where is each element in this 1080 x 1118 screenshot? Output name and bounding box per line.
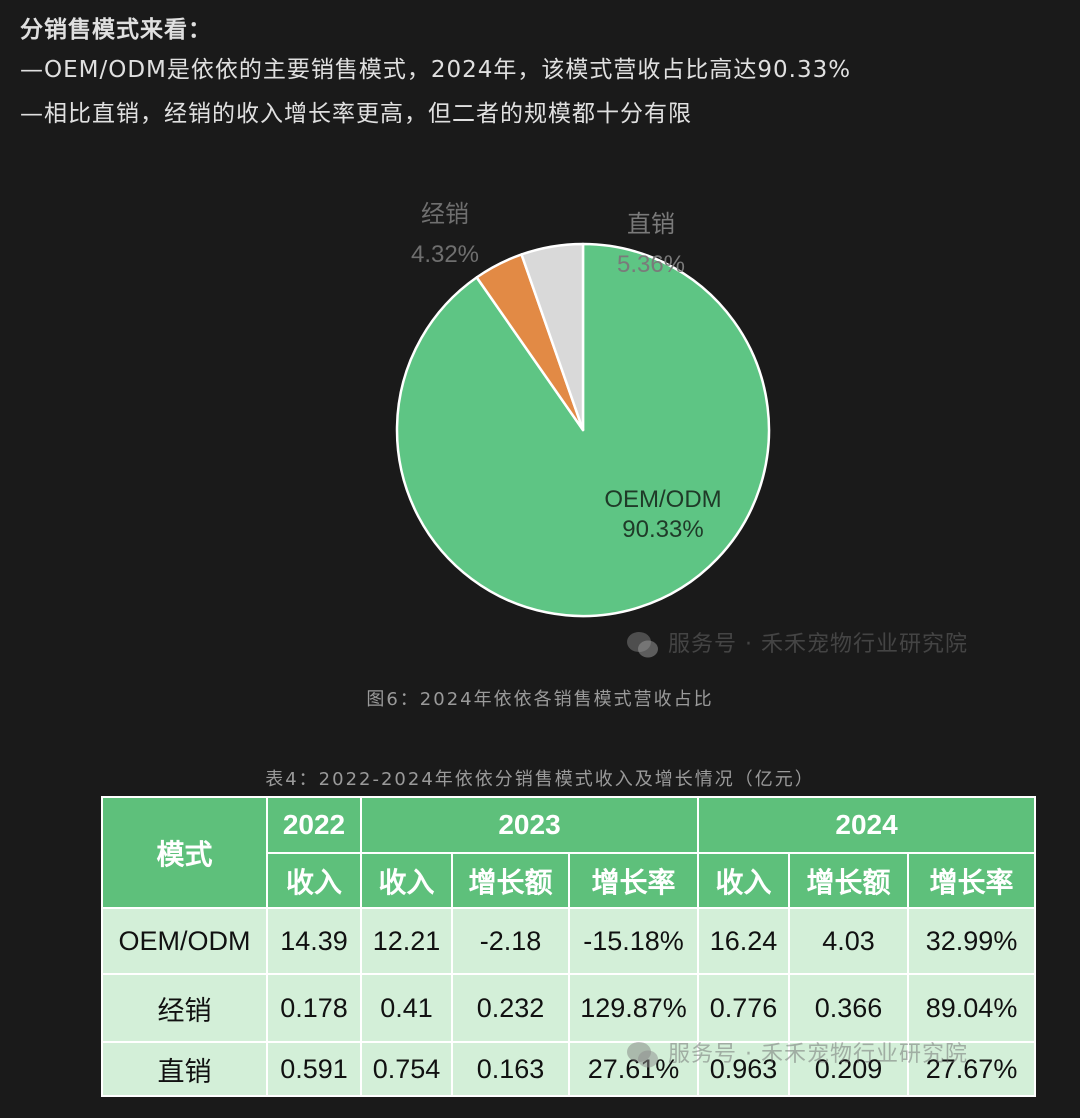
header-mode: 模式 — [101, 796, 268, 909]
row-mode: 经销 — [101, 973, 268, 1043]
table-cell: -15.18% — [567, 907, 700, 975]
wechat-icon — [627, 632, 658, 658]
subheader-cell: 增长额 — [451, 852, 570, 909]
table-subheader-row: 收入 收入 增长额 增长率 收入 增长额 增长率 — [102, 852, 1037, 909]
table-cell: 32.99% — [907, 907, 1037, 975]
table-cell: 0.178 — [266, 973, 362, 1043]
intro-line-1: —OEM/ODM是依依的主要销售模式，2024年，该模式营收占比高达90.33% — [20, 57, 852, 83]
figure-caption: 图6：2024年依依各销售模式营收占比 — [366, 689, 714, 710]
subheader-cell: 增长率 — [567, 852, 700, 909]
watermark-text: 服务号 · 禾禾宠物行业研究院 — [668, 632, 968, 657]
table-cell: 0.232 — [451, 973, 570, 1043]
watermark: 服务号 · 禾禾宠物行业研究院 — [626, 1036, 968, 1069]
row-mode: 直销 — [101, 1041, 268, 1097]
table-cell: -2.18 — [451, 907, 570, 975]
table-cell: 14.39 — [266, 907, 362, 975]
table-cell: 16.24 — [697, 907, 791, 975]
table-row: 经销 0.178 0.41 0.232 129.87% 0.776 0.366 … — [101, 973, 1037, 1043]
intro-line-2: —相比直销，经销的收入增长率更高，但二者的规模都十分有限 — [20, 101, 692, 127]
subheader-cell: 增长率 — [907, 852, 1037, 909]
subheader-cell: 收入 — [266, 852, 362, 909]
intro-text: 分销售模式来看： —OEM/ODM是依依的主要销售模式，2024年，该模式营收占… — [20, 12, 851, 136]
subheader-cell: 增长额 — [788, 852, 910, 909]
pie-label-value: 90.33% — [622, 516, 703, 543]
table-cell: 0.163 — [451, 1041, 570, 1097]
pie-label-name: 直销 — [627, 211, 675, 238]
table-header-row: 模式 2022 2023 2024 — [101, 796, 1037, 909]
table-cell: 89.04% — [907, 973, 1037, 1043]
subheader-cell: 收入 — [360, 852, 453, 909]
pie-label-name: OEM/ODM — [604, 486, 721, 513]
revenue-table: 模式 2022 2023 2024 收入 收入 增长额 增长率 收入 增长额 增… — [101, 796, 1037, 1097]
table-cell: 0.754 — [360, 1041, 453, 1097]
table-cell: 12.21 — [360, 907, 453, 975]
row-mode: OEM/ODM — [101, 907, 268, 975]
header-year-2023: 2023 — [359, 796, 700, 854]
pie-slice-oem-odm — [395, 242, 771, 618]
table-cell: 129.87% — [567, 973, 700, 1043]
table-cell: 27.67% — [907, 1041, 1037, 1097]
wechat-icon — [627, 1042, 658, 1068]
pie-slice-direct — [520, 242, 585, 432]
watermark: 服务号 · 禾禾宠物行业研究院 — [626, 626, 968, 659]
table-cell: 0.366 — [788, 973, 910, 1043]
table-cell: 0.776 — [697, 973, 791, 1043]
table-cell: 0.591 — [266, 1041, 362, 1097]
header-year-2022: 2022 — [266, 796, 362, 854]
pie-label-value: 5.36% — [617, 251, 685, 278]
intro-heading: 分销售模式来看： — [20, 17, 212, 43]
table-caption: 表4：2022-2024年依依分销售模式收入及增长情况（亿元） — [265, 769, 815, 790]
header-year-2024: 2024 — [697, 796, 1037, 854]
subheader-cell: 收入 — [697, 852, 791, 909]
pie-label-name: 经销 — [421, 201, 469, 228]
table-cell: 0.963 — [697, 1041, 791, 1097]
pie-label-value: 4.32% — [411, 241, 479, 268]
table-cell: 0.209 — [788, 1041, 910, 1097]
pie-chart: OEM/ODM 90.33% 经销 4.32% 直销 5.36% — [395, 201, 771, 618]
watermark-text: 服务号 · 禾禾宠物行业研究院 — [668, 1042, 968, 1067]
table-row: OEM/ODM 14.39 12.21 -2.18 -15.18% 16.24 … — [101, 907, 1037, 975]
table-cell: 0.41 — [360, 973, 453, 1043]
table-cell: 4.03 — [788, 907, 910, 975]
table-row: 直销 0.591 0.754 0.163 27.61% 0.963 0.209 … — [101, 1041, 1037, 1097]
table-cell: 27.61% — [567, 1041, 700, 1097]
